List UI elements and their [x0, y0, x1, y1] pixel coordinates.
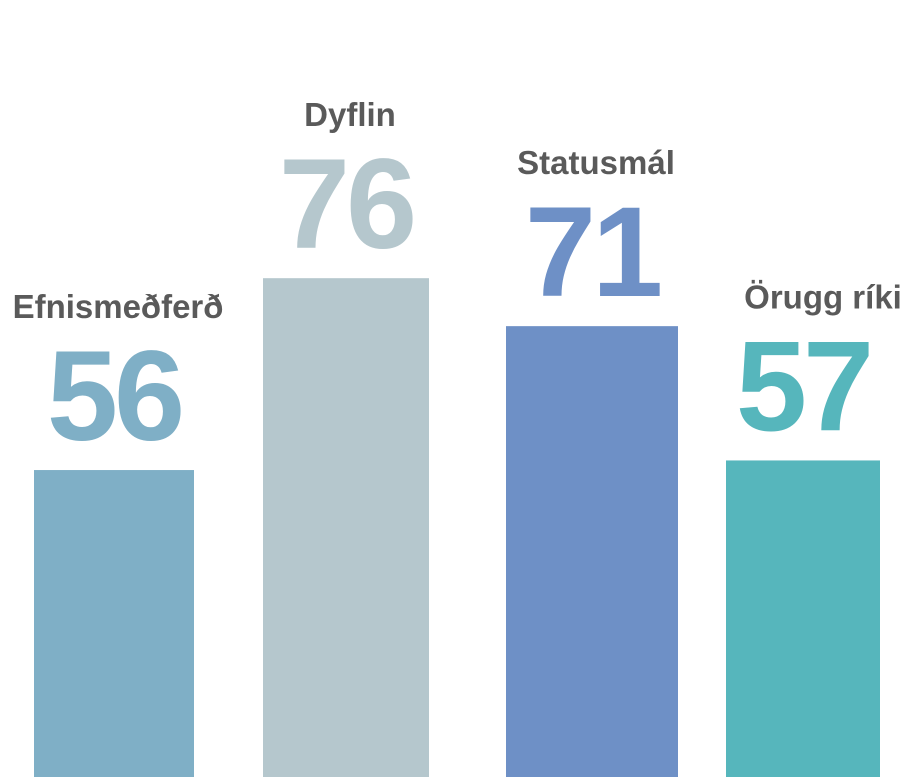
category-label: Statusmál — [517, 144, 675, 181]
bar — [506, 326, 678, 777]
value-label: 76 — [279, 133, 413, 276]
bar — [34, 470, 194, 777]
category-label: Örugg ríki — [744, 278, 902, 315]
bar — [263, 278, 429, 777]
category-label: Efnismeðferð — [13, 288, 224, 325]
bar — [726, 460, 880, 777]
value-label: 57 — [736, 315, 870, 458]
category-label: Dyflin — [304, 96, 396, 133]
value-label: 71 — [525, 181, 660, 324]
value-label: 56 — [47, 325, 181, 468]
